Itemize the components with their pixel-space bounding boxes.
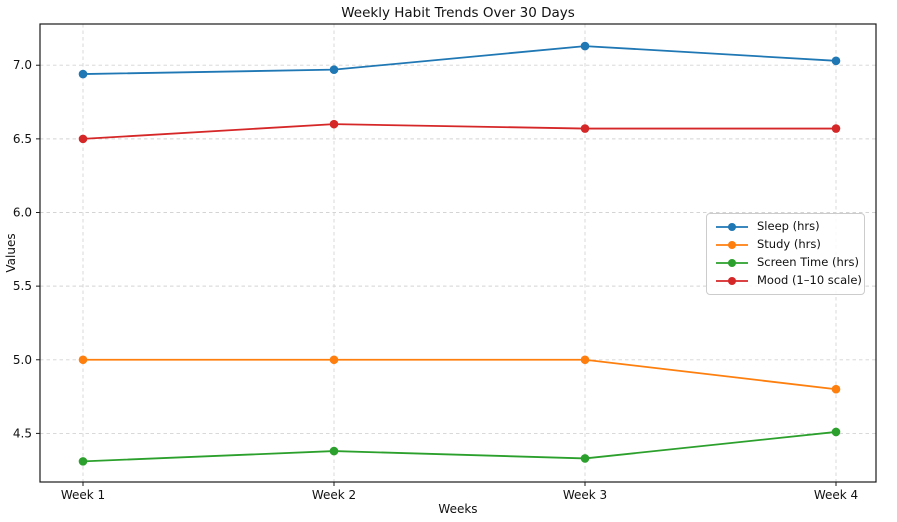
- y-tick-label: 4.5: [13, 426, 32, 440]
- data-point: [78, 457, 88, 466]
- data-point: [329, 446, 339, 456]
- data-point: [580, 41, 590, 51]
- x-tick-label: Week 4: [814, 488, 858, 502]
- legend: Sleep (hrs) Study (hrs) Screen Time (hrs) M…: [706, 213, 865, 295]
- x-tick-label: Week 3: [563, 488, 607, 502]
- data-point: [329, 119, 339, 129]
- y-tick-label: 6.5: [13, 132, 32, 146]
- data-point: [831, 384, 841, 394]
- x-tick-label: Week 1: [61, 488, 105, 502]
- data-point: [329, 355, 339, 365]
- data-point: [831, 56, 841, 66]
- series-line-screen-time-hrs: [82, 431, 837, 463]
- data-point: [580, 124, 590, 133]
- data-point: [329, 65, 339, 74]
- x-axis-label: Weeks: [438, 502, 478, 516]
- y-tick-label: 6.0: [13, 206, 32, 220]
- data-point: [831, 427, 841, 437]
- legend-item: Mood (1–10 scale): [715, 275, 862, 287]
- data-point: [78, 355, 88, 365]
- legend-item: Sleep (hrs): [715, 221, 858, 233]
- data-point: [78, 134, 88, 144]
- y-tick-label: 7.0: [13, 58, 32, 72]
- data-point: [78, 69, 88, 79]
- series-line-mood-1-10-scale: [82, 123, 837, 140]
- legend-label: Sleep (hrs): [757, 219, 820, 234]
- data-point: [580, 355, 590, 365]
- legend-item: Study (hrs): [715, 239, 858, 251]
- legend-label: Screen Time (hrs): [757, 255, 859, 270]
- data-point: [580, 454, 590, 463]
- legend-marker-icon: [716, 259, 748, 267]
- legend-marker-icon: [716, 277, 748, 285]
- plot-spines: [39, 23, 877, 483]
- y-tick-label: 5.0: [13, 353, 32, 367]
- series-line-study-hrs: [82, 358, 837, 391]
- x-tick-label: Week 2: [312, 488, 356, 502]
- chart-title: Weekly Habit Trends Over 30 Days: [341, 5, 575, 21]
- legend-marker-icon: [716, 223, 748, 231]
- data-point: [831, 124, 841, 133]
- legend-marker-icon: [716, 241, 748, 249]
- legend-item: Screen Time (hrs): [715, 255, 859, 270]
- legend-label: Mood (1–10 scale): [757, 273, 862, 288]
- series-line-sleep-hrs: [82, 45, 837, 75]
- legend-label: Study (hrs): [757, 237, 821, 252]
- y-tick-label: 5.5: [13, 279, 32, 293]
- y-axis-label: Values: [4, 233, 18, 273]
